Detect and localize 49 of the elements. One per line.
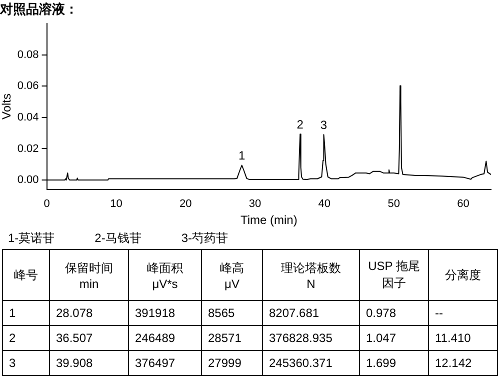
- x-tick-label: 10: [110, 198, 122, 210]
- text: 246489: [128, 326, 202, 350]
- text: 376828.935: [262, 326, 360, 350]
- x-tick-label: 50: [388, 198, 400, 210]
- text: 28571: [202, 326, 262, 350]
- text: 39.908: [50, 350, 128, 376]
- text: 1.699: [360, 350, 428, 376]
- text: 36.507: [50, 326, 128, 350]
- category-label: 峰高 μV: [219, 260, 245, 290]
- text: 245360.371: [262, 350, 360, 376]
- category-label: 峰面积 μV*s: [146, 260, 184, 290]
- text: 12.142: [428, 350, 498, 376]
- category-label: 保留时间 min: [64, 260, 114, 290]
- y-tick-label: 0.02: [17, 142, 39, 155]
- text: --: [428, 300, 498, 326]
- text: 1.047: [360, 326, 428, 350]
- category-label: 分离度: [444, 266, 482, 284]
- y-tick-label: 0.08: [17, 48, 39, 61]
- text: 28.078: [50, 300, 128, 326]
- text: 3: [2, 350, 50, 376]
- text: 391918: [128, 300, 202, 326]
- x-tick-label: 60: [457, 198, 470, 210]
- text: 8565: [202, 300, 262, 326]
- text: 1: [2, 300, 50, 326]
- text: 1-莫诺苷: [8, 230, 55, 247]
- text: 376497: [128, 350, 202, 376]
- y-tick-label: 0.00: [17, 174, 39, 186]
- text: 8207.681: [262, 300, 360, 326]
- text: 2-马钱苷: [94, 230, 142, 247]
- y-tick-label: 0.06: [17, 80, 39, 92]
- x-tick-label: 20: [179, 198, 192, 210]
- y-axis-title: Volts: [0, 93, 14, 120]
- chart-title: 对照品溶液：: [0, 1, 78, 16]
- category-label: USP 拖尾因子: [367, 258, 421, 292]
- text: 3-芍药苷: [181, 230, 228, 247]
- x-tick-label: 30: [248, 198, 262, 210]
- annotation: 1: [238, 148, 246, 163]
- x-axis-title: Time (min): [240, 213, 298, 228]
- x-tick-label: 0: [44, 198, 50, 210]
- text: 27999: [202, 350, 262, 376]
- annotation: 2: [296, 118, 304, 132]
- x-tick-label: 40: [318, 198, 331, 210]
- annotation: 3: [320, 118, 328, 132]
- category-label: 理论塔板数 N: [280, 260, 342, 290]
- y-tick-label: 0.04: [17, 111, 39, 124]
- text: 11.410: [428, 326, 498, 350]
- text: 2: [2, 326, 50, 350]
- text: 0.978: [360, 300, 428, 326]
- category-label: 峰号: [13, 266, 39, 284]
